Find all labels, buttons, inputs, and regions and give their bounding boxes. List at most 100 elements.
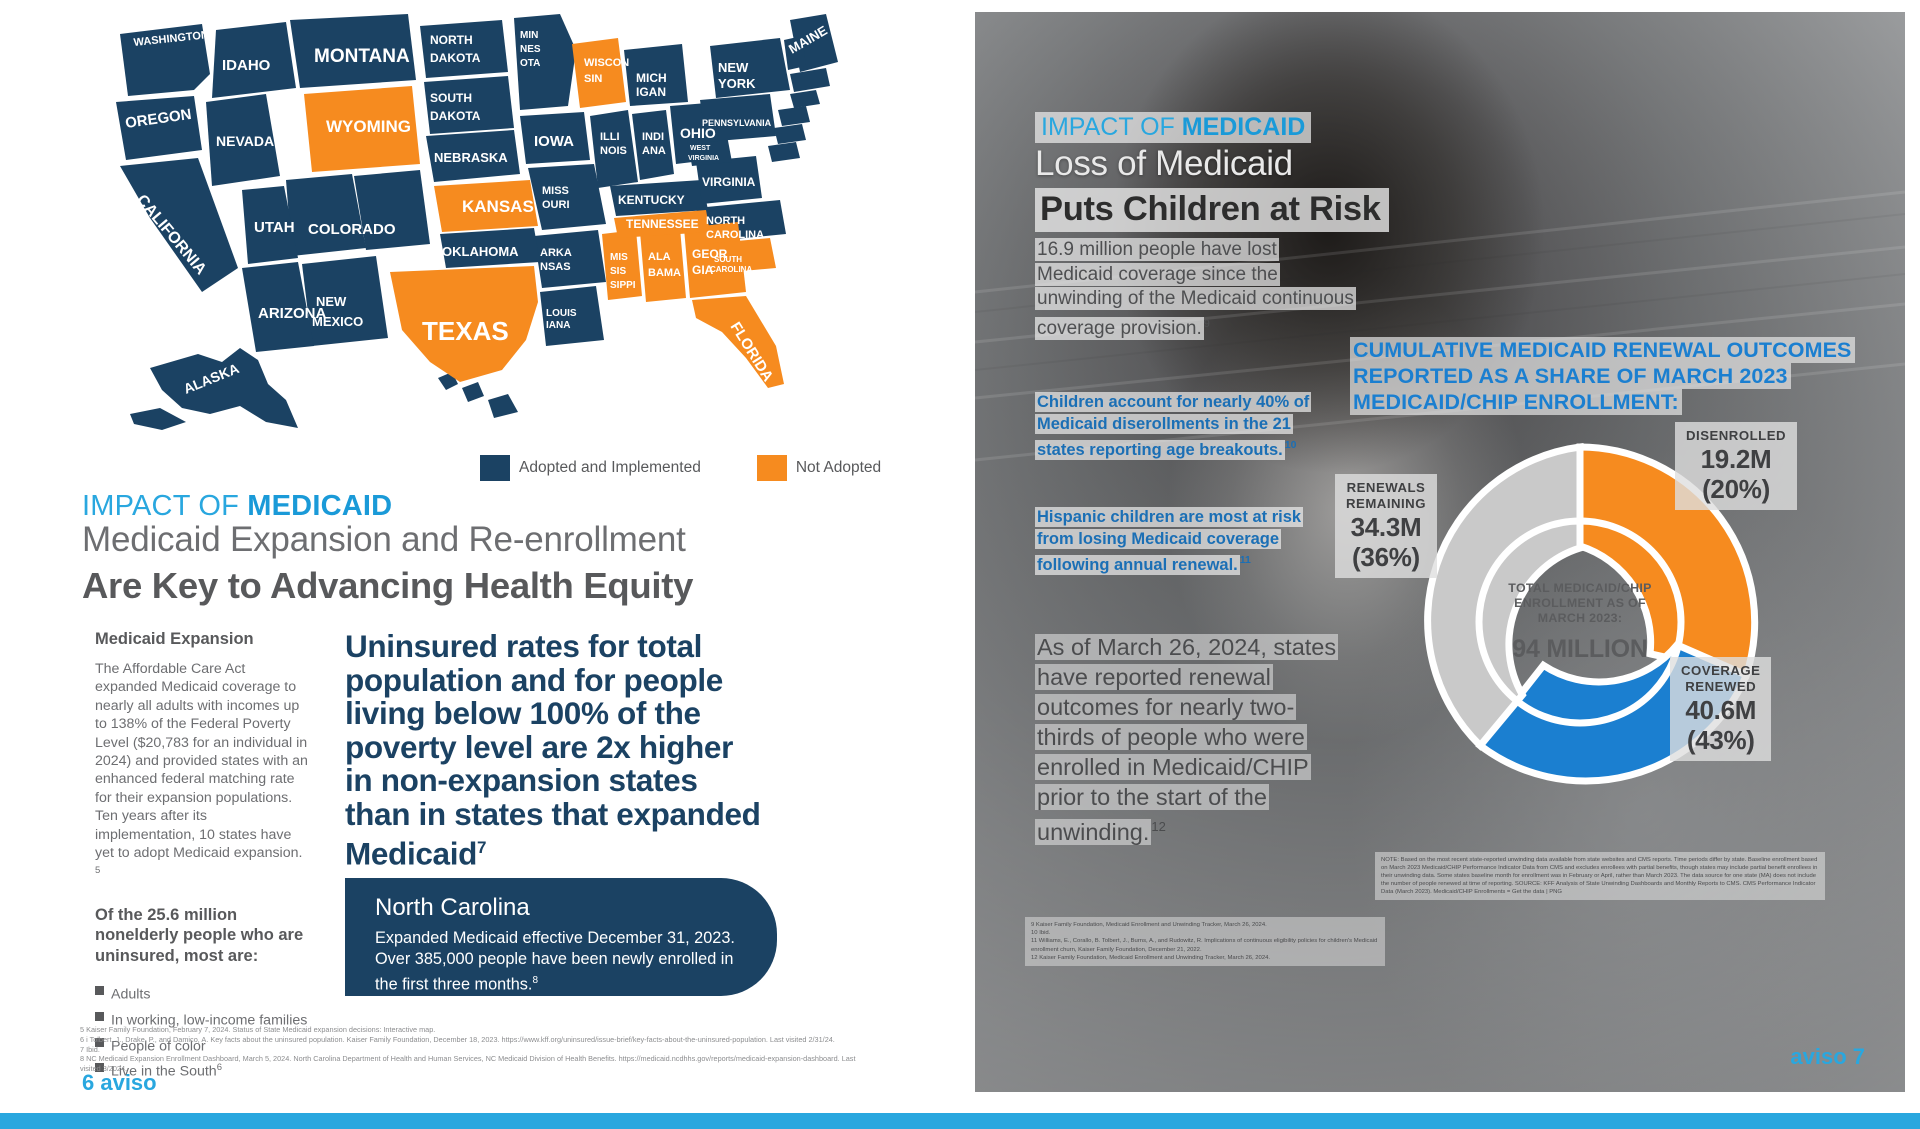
svg-text:SIN: SIN [584,73,602,85]
north-carolina-callout: North Carolina Expanded Medicaid effecti… [345,878,777,996]
right-footnotes: 9 Kaiser Family Foundation, Medicaid Enr… [1025,917,1385,967]
paragraph-text: The Affordable Care Act expanded Medicai… [95,661,308,862]
svg-text:SIS: SIS [610,266,626,277]
svg-text:SOUTH: SOUTH [430,91,472,105]
map-states-adopted [116,14,838,430]
renewals-title-line2: REMAINING [1346,496,1426,511]
svg-text:KENTUCKY: KENTUCKY [618,193,685,207]
svg-text:NES: NES [520,44,541,55]
right-intro-text: 16.9 million people have lost Medicaid c… [1035,238,1356,341]
svg-text:OHIO: OHIO [680,125,716,141]
legend-label-adopted: Adopted and Implemented [519,459,701,476]
svg-text:WYOMING: WYOMING [326,117,411,136]
disenrolled-title-line1: DISENROLLED [1686,428,1787,443]
svg-text:VIRGINIA: VIRGINIA [688,155,719,162]
svg-text:ARIZONA: ARIZONA [258,305,326,322]
footnote-line: 12 Kaiser Family Foundation, Medicaid En… [1031,954,1271,961]
svg-text:WEST: WEST [690,145,711,152]
svg-text:CAROLINA: CAROLINA [710,265,752,274]
svg-text:NORTH: NORTH [430,33,473,47]
right-headline-line2: Puts Children at Risk [1035,188,1389,232]
renewals-value: 34.3M [1350,512,1422,542]
footnote-line: 11 Williams, E., Corallo, B. Tolbert, J.… [1031,938,1378,953]
svg-text:DAKOTA: DAKOTA [430,109,481,123]
blue-stat-children: Children account for nearly 40% of Medic… [1035,392,1312,461]
svg-text:NEW: NEW [316,294,347,309]
svg-text:OTA: OTA [520,58,540,69]
covered-title-line1: COVERAGE [1681,663,1761,678]
svg-text:SOUTH: SOUTH [714,255,742,264]
svg-text:VIRGINIA: VIRGINIA [702,175,756,189]
left-headline-line2: Are Key to Advancing Health Equity [82,565,694,606]
chart-title: CUMULATIVE MEDICAID RENEWAL OUTCOMES REP… [1350,337,1900,415]
bullet-text: People of color [111,1038,206,1055]
blue-stat-1-text: Children account for nearly 40% of Medic… [1035,392,1312,460]
label-coverage-renewed: COVERAGE RENEWED 40.6M (43%) [1670,657,1772,761]
uninsured-bullet-list: Adults In working, low-income families P… [95,980,310,1083]
right-headline-line1: Loss of Medicaid [1035,144,1293,183]
legend-item-not-adopted: Not Adopted [756,455,881,481]
disenrolled-value: 19.2M [1700,444,1772,474]
slice-renewals-remaining [1424,443,1584,751]
svg-text:OKLAHOMA: OKLAHOMA [442,244,519,259]
us-medicaid-expansion-map: WASHINGTON OREGON CALIFORNIA NEVADA IDAH… [90,10,890,450]
uninsured-rates-quote: Uninsured rates for total population and… [345,628,765,872]
svg-text:DAKOTA: DAKOTA [430,51,481,65]
svg-text:YORK: YORK [718,76,756,91]
right-kicker: IMPACT OF MEDICAID [1035,112,1312,143]
svg-text:ALA: ALA [648,251,671,263]
footnote-line: 7 Ibid. [80,1044,100,1054]
quote-text: Uninsured rates for total population and… [345,628,761,872]
uninsured-question: Of the 25.6 million nonelderly people wh… [95,905,304,965]
intro-footnote: 9 [1203,317,1210,330]
left-headline-line1: Medicaid Expansion and Re-enrollment [82,520,686,559]
footnote-line: 6 i Tolbert, J., Drake, P., and Damico, … [80,1034,835,1044]
svg-text:IOWA: IOWA [534,133,574,150]
covered-value: 40.6M [1685,695,1757,725]
label-renewals-remaining: RENEWALS REMAINING 34.3M (36%) [1335,474,1437,578]
slice-disenrolled [1576,443,1759,680]
list-item: People of color [95,1032,310,1058]
svg-text:GIA: GIA [692,263,714,277]
renewals-percent: (36%) [1352,542,1420,572]
blue-stat-2-text: Hispanic children are most at risk from … [1035,507,1304,575]
svg-text:SIPPI: SIPPI [610,280,636,291]
svg-text:MIN: MIN [520,30,538,41]
svg-text:INDI: INDI [642,131,664,143]
body-text: As of March 26, 2024, states have report… [1035,634,1339,845]
svg-text:OURI: OURI [542,199,570,211]
list-item: Adults [95,980,310,1006]
legend-swatch-orange [756,455,787,481]
bullet-text: In working, low-income families [111,1012,308,1029]
chart-title-text: CUMULATIVE MEDICAID RENEWAL OUTCOMES REP… [1350,337,1855,415]
left-quote-column: Uninsured rates for total population and… [345,628,765,872]
disenrolled-percent: (20%) [1702,474,1770,504]
svg-text:GEOR: GEOR [692,247,728,261]
left-text-column: Medicaid Expansion The Affordable Care A… [95,630,310,1083]
svg-text:NSAS: NSAS [540,261,571,273]
covered-percent: (43%) [1686,725,1755,755]
svg-text:ARKA: ARKA [540,247,572,259]
right-page-folio: aviso 7 [1790,1044,1865,1069]
svg-text:UTAH: UTAH [254,219,295,236]
footnote-line: 5 Kaiser Family Foundation, February 7, … [80,1025,436,1034]
svg-text:COLORADO: COLORADO [308,221,396,238]
left-kicker-prefix: IMPACT OF [82,490,248,522]
blue-stat-hispanic: Hispanic children are most at risk from … [1035,507,1310,576]
paragraph-footnote-marker: 5 [95,865,101,877]
blue-stat-2-footnote: 11 [1239,554,1251,566]
left-page-folio: 6 aviso [82,1070,157,1095]
body-footnote: 12 [1151,819,1166,834]
left-kicker-bold: MEDICAID [247,490,393,522]
svg-text:IDAHO: IDAHO [222,57,271,74]
callout-footnote: 8 [532,975,539,986]
svg-text:NORTH: NORTH [706,215,745,227]
blue-stat-1-footnote: 10 [1284,439,1297,451]
svg-text:TENNESSEE: TENNESSEE [626,217,699,231]
legend-item-adopted: Adopted and Implemented [480,455,701,481]
svg-text:IGAN: IGAN [636,85,666,99]
svg-text:HAWAII: HAWAII [424,387,470,427]
svg-text:CAROLINA: CAROLINA [706,229,764,241]
footnote-line: 9 Kaiser Family Foundation, Medicaid Enr… [1031,922,1267,928]
map-legend: Adopted and Implemented Not Adopted [480,455,881,481]
